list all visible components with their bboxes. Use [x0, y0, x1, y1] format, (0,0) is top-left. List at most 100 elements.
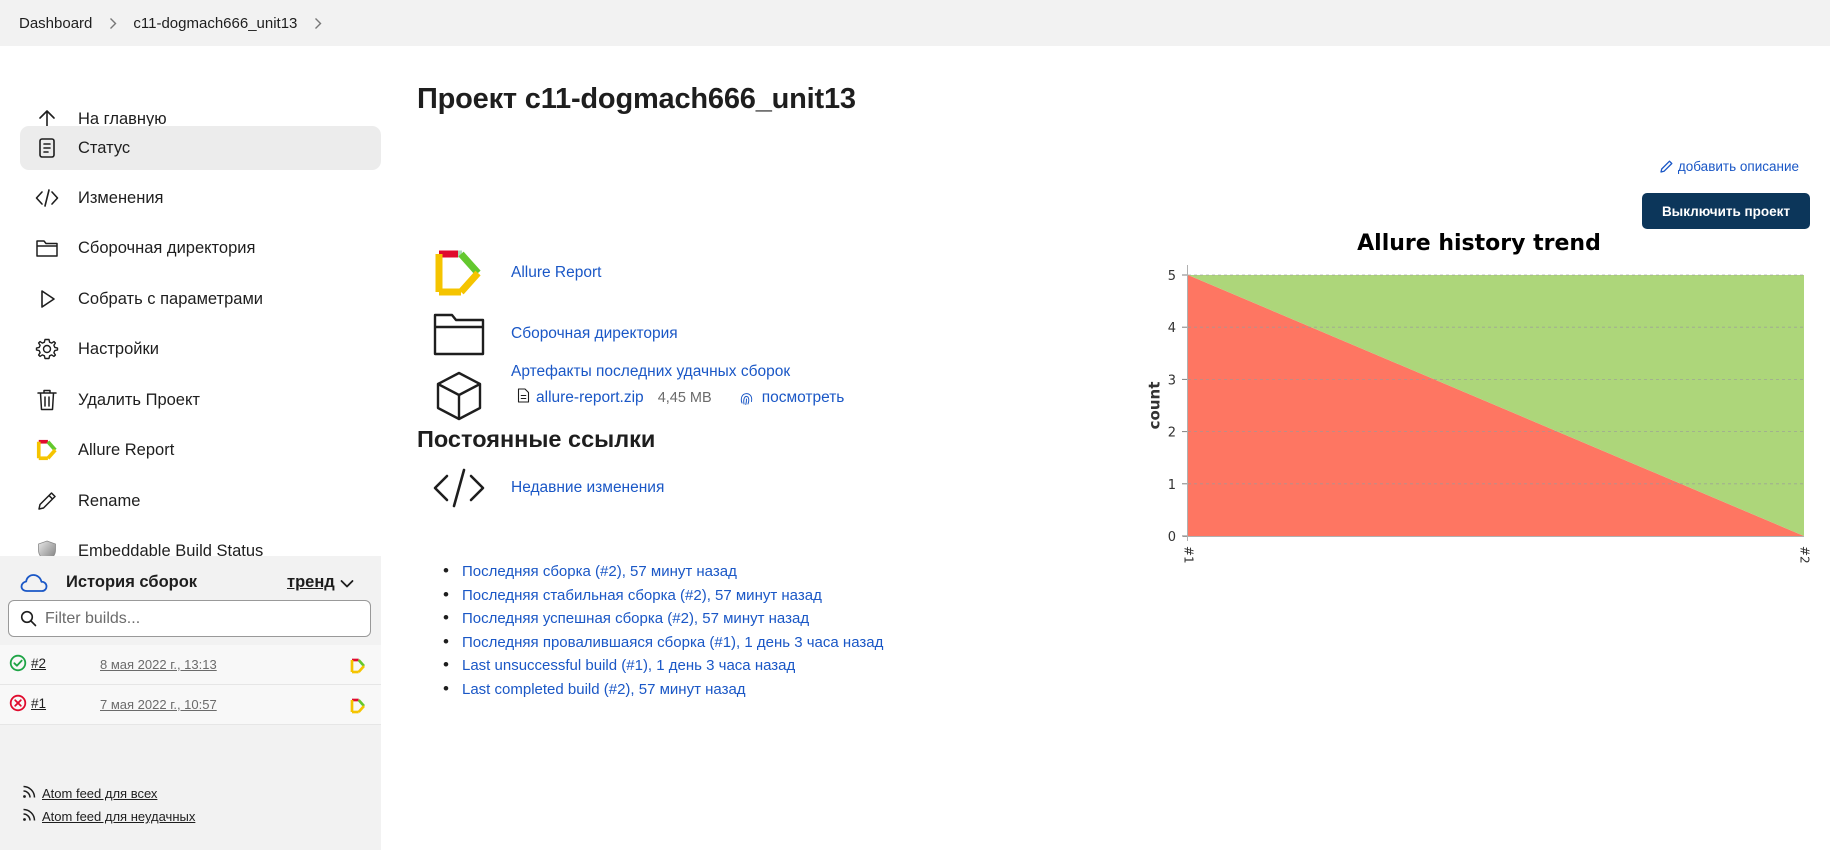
build-history-title: История сборок	[66, 573, 198, 591]
permalink-link[interactable]: Last completed build (#2), 57 минут наза…	[462, 681, 746, 698]
sidebar-item-home[interactable]: На главную	[20, 97, 381, 141]
build-number-link[interactable]: #2	[31, 656, 47, 671]
atom-feed-label: Atom feed для всех	[42, 786, 158, 801]
permalink-link[interactable]: Последняя успешная сборка (#2), 57 минут…	[462, 610, 810, 627]
sidebar-item-settings[interactable]: Настройки	[20, 327, 381, 371]
sidebar: На главную Статус Изменения Сборочная ди…	[0, 46, 381, 850]
allure-report-row: Allure Report	[433, 247, 601, 299]
recent-changes-row: Недавние изменения	[433, 462, 664, 514]
build-number-link[interactable]: #1	[31, 696, 47, 711]
permalink-link[interactable]: Last unsuccessful build (#1), 1 день 3 ч…	[462, 657, 796, 674]
filter-builds-input[interactable]	[45, 609, 355, 628]
permalink-link[interactable]: Последняя стабильная сборка (#2), 57 мин…	[462, 587, 822, 604]
build-date-link[interactable]: 7 мая 2022 г., 10:57	[100, 697, 217, 712]
code-icon	[34, 185, 60, 211]
breadcrumb-project[interactable]: c11-dogmach666_unit13	[133, 14, 298, 32]
recent-changes-link[interactable]: Недавние изменения	[511, 479, 665, 496]
permalink-item: Last unsuccessful build (#1), 1 день 3 ч…	[443, 655, 796, 675]
workspace-row: Сборочная директория	[433, 308, 678, 360]
chevron-right-icon[interactable]	[314, 17, 322, 30]
permalink-item: Последняя стабильная сборка (#2), 57 мин…	[443, 585, 822, 605]
chevron-right-icon	[109, 17, 117, 30]
sidebar-item-workspace[interactable]: Сборочная директория	[20, 226, 381, 270]
artifact-file-size: 4,45 MB	[657, 390, 712, 406]
permalink-link[interactable]: Последняя провалившаяся сборка (#1), 1 д…	[462, 634, 884, 651]
y-tick-label: 5	[1168, 269, 1176, 284]
failed-icon	[9, 694, 27, 715]
trend-link[interactable]: тренд	[287, 573, 335, 591]
series-area-1	[1188, 275, 1804, 536]
breadcrumb-dashboard[interactable]: Dashboard	[19, 14, 93, 32]
sidebar-item-label: Allure Report	[78, 440, 175, 459]
breadcrumb: Dashboard c11-dogmach666_unit13	[0, 0, 1830, 46]
sidebar-item-label: Rename	[78, 491, 141, 510]
sidebar-item-label: Сборочная директория	[78, 238, 256, 257]
sidebar-item-label: Собрать с параметрами	[78, 289, 264, 308]
y-tick-label: 4	[1168, 321, 1176, 336]
cloud-icon	[20, 573, 48, 598]
build-date-link[interactable]: 8 мая 2022 г., 13:13	[100, 657, 217, 672]
code-icon[interactable]	[433, 462, 485, 514]
sidebar-item-label: Настройки	[78, 339, 159, 358]
sidebar-item-rename[interactable]: Rename	[20, 479, 381, 523]
sidebar-item-allure-report[interactable]: Allure Report	[20, 428, 381, 472]
allure-trend-chart[interactable]: Allure history trend 0 1 2 3 4 5 #1 #2 count	[1143, 225, 1815, 575]
rss-icon	[22, 808, 36, 825]
fingerprint-icon	[739, 391, 754, 406]
disable-project-button[interactable]: Выключить проект	[1642, 193, 1810, 229]
chart-canvas: 0 1 2 3 4 5 #1 #2 count	[1146, 265, 1812, 564]
artifacts-row: Артефакты последних удачных сборок	[433, 363, 790, 422]
page-title: Проект c11-dogmach666_unit13	[417, 83, 856, 115]
permalink-item: Last completed build (#2), 57 минут наза…	[443, 679, 746, 699]
y-tick-label: 2	[1168, 426, 1176, 441]
y-tick-label: 1	[1168, 478, 1176, 493]
allure-icon	[34, 437, 60, 463]
sidebar-item-label: Embeddable Build Status	[78, 541, 264, 560]
trash-icon	[34, 387, 60, 413]
pencil-icon	[1660, 160, 1673, 173]
sidebar-item-delete-project[interactable]: Удалить Проект	[20, 378, 381, 422]
permalink-item: Последняя успешная сборка (#2), 57 минут…	[443, 608, 810, 628]
pencil-icon	[34, 488, 60, 514]
build-row: #1 7 мая 2022 г., 10:57	[0, 685, 381, 725]
artifact-file-link[interactable]: allure-report.zip	[536, 389, 644, 406]
folder-icon	[34, 235, 60, 261]
build-history-header: История сборок тренд	[0, 556, 381, 642]
sidebar-item-changes[interactable]: Изменения	[20, 176, 381, 220]
artifact-item: allure-report.zip 4,45 MB посмотреть	[517, 388, 844, 408]
sidebar-item-label: На главную	[78, 109, 167, 128]
allure-report-link[interactable]: Allure Report	[511, 264, 602, 281]
build-history: История сборок тренд #2 8 мая 2022 г., 1…	[0, 556, 381, 850]
atom-feed-failed-link[interactable]: Atom feed для неудачных	[22, 808, 195, 825]
success-icon	[9, 654, 27, 675]
y-axis-label: count	[1146, 382, 1164, 430]
arrow-up-icon	[34, 106, 60, 132]
x-tick-label: #2	[1798, 546, 1812, 564]
allure-icon[interactable]	[350, 698, 366, 717]
chart-title: Allure history trend	[1357, 231, 1601, 256]
permalinks-title: Постоянные ссылки	[417, 426, 656, 452]
sidebar-item-build-with-parameters[interactable]: Собрать с параметрами	[20, 277, 381, 321]
allure-icon[interactable]	[350, 658, 366, 677]
sidebar-item-status[interactable]: Статус	[20, 126, 381, 170]
filter-builds-field[interactable]	[8, 600, 371, 637]
workspace-link[interactable]: Сборочная директория	[511, 325, 678, 342]
chevron-down-icon[interactable]	[340, 576, 354, 594]
atom-feed-all-link[interactable]: Atom feed для всех	[22, 785, 157, 802]
main-panel: Проект c11-dogmach666_unit13 добавить оп…	[381, 46, 1830, 850]
artifacts-link[interactable]: Артефакты последних удачных сборок	[511, 363, 791, 380]
y-tick-label: 3	[1168, 373, 1176, 388]
play-icon	[34, 286, 60, 312]
folder-icon[interactable]	[433, 308, 485, 360]
add-description-label: добавить описание	[1677, 159, 1799, 174]
rss-icon	[22, 785, 36, 802]
artifact-view-link[interactable]: посмотреть	[761, 389, 845, 406]
allure-icon[interactable]	[433, 247, 485, 299]
build-row: #2 8 мая 2022 г., 13:13	[0, 645, 381, 685]
permalink-link[interactable]: Последняя сборка (#2), 57 минут назад	[462, 563, 737, 580]
sidebar-item-label: Изменения	[78, 188, 164, 207]
y-tick-label: 0	[1168, 530, 1176, 545]
sidebar-item-label: Статус	[78, 138, 131, 157]
permalink-item: Последняя провалившаяся сборка (#1), 1 д…	[443, 632, 884, 652]
add-description-link[interactable]: добавить описание	[1659, 159, 1799, 174]
